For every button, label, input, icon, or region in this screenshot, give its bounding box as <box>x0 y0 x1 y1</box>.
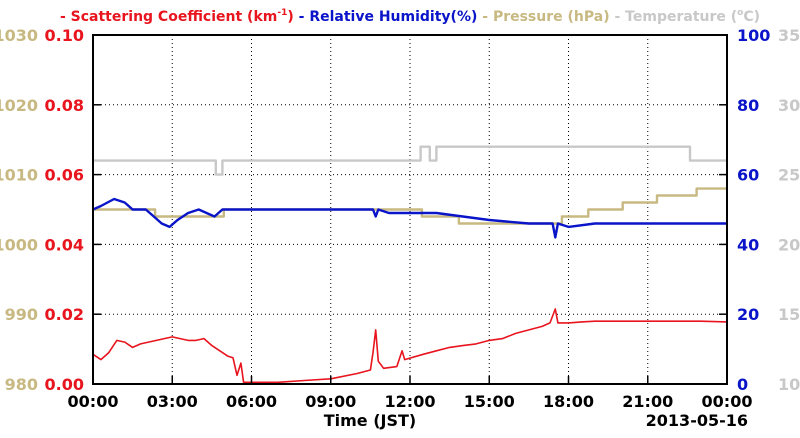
legend-entry: Relative Humidity(%) <box>309 9 477 25</box>
scattering-tick-label: 0.04 <box>45 235 84 254</box>
x-tick-label: 03:00 <box>147 392 198 411</box>
x-tick-label: 09:00 <box>305 392 356 411</box>
x-tick-label: 00:00 <box>702 392 753 411</box>
legend-entry: Pressure (hPa) <box>493 9 610 25</box>
x-axis-label: Time (JST) <box>324 411 417 430</box>
legend-marker: - <box>60 9 71 25</box>
temperature-tick-label: 15 <box>778 305 800 324</box>
legend-entry: Temperature ( <box>625 9 737 25</box>
legend-suffix: C) <box>743 9 760 25</box>
pressure-tick-label: 1020 <box>0 96 38 115</box>
temperature-tick-label: 25 <box>778 166 800 185</box>
legend-suffix: ) <box>287 9 293 25</box>
humidity-tick-label: 60 <box>737 166 759 185</box>
temperature-tick-label: 35 <box>778 26 800 45</box>
scattering-tick-label: 0.02 <box>45 305 84 324</box>
grid <box>93 35 727 384</box>
legend-marker: - <box>477 9 493 25</box>
pressure-tick-label: 1030 <box>0 26 38 45</box>
x-tick-label: 18:00 <box>543 392 594 411</box>
legend-superscript: o <box>737 8 743 18</box>
x-tick-label: 06:00 <box>226 392 277 411</box>
scattering-tick-label: 0.08 <box>45 96 84 115</box>
x-tick-label: 21:00 <box>622 392 673 411</box>
scattering-tick-label: 0.06 <box>45 166 84 185</box>
series-line-relative-humidity <box>92 197 727 239</box>
legend-marker: - <box>294 9 310 25</box>
x-tick-label: 00:00 <box>68 392 119 411</box>
pressure-tick-label: 980 <box>5 375 38 394</box>
humidity-tick-label: 20 <box>737 305 759 324</box>
x-tick-label: 12:00 <box>385 392 436 411</box>
scattering-tick-label: 0.10 <box>45 26 84 45</box>
series-layer <box>92 145 728 384</box>
legend-marker: - <box>610 9 626 25</box>
temperature-tick-label: 10 <box>778 375 800 394</box>
humidity-tick-label: 100 <box>737 26 770 45</box>
legend: - Scattering Coefficient (km-1) - Relati… <box>60 8 760 25</box>
humidity-tick-label: 0 <box>737 375 748 394</box>
humidity-tick-label: 40 <box>737 235 759 254</box>
x-tick-label: 15:00 <box>464 392 515 411</box>
legend-superscript: -1 <box>277 8 287 18</box>
pressure-tick-label: 1000 <box>0 235 38 254</box>
temperature-tick-label: 30 <box>778 96 800 115</box>
temperature-tick-label: 20 <box>778 235 800 254</box>
series-line-temperature <box>93 145 727 176</box>
humidity-tick-label: 80 <box>737 96 759 115</box>
series-line-pressure <box>93 187 727 225</box>
date-label: 2013-05-16 <box>646 411 748 430</box>
pressure-tick-label: 1010 <box>0 166 38 185</box>
pressure-tick-label: 990 <box>5 305 38 324</box>
legend-entry: Scattering Coefficient (km <box>71 9 278 25</box>
scattering-tick-label: 0.00 <box>45 375 84 394</box>
axes: 98099010001010102010300.000.020.040.060.… <box>0 26 800 411</box>
series-line-scattering-coefficient <box>92 308 728 384</box>
